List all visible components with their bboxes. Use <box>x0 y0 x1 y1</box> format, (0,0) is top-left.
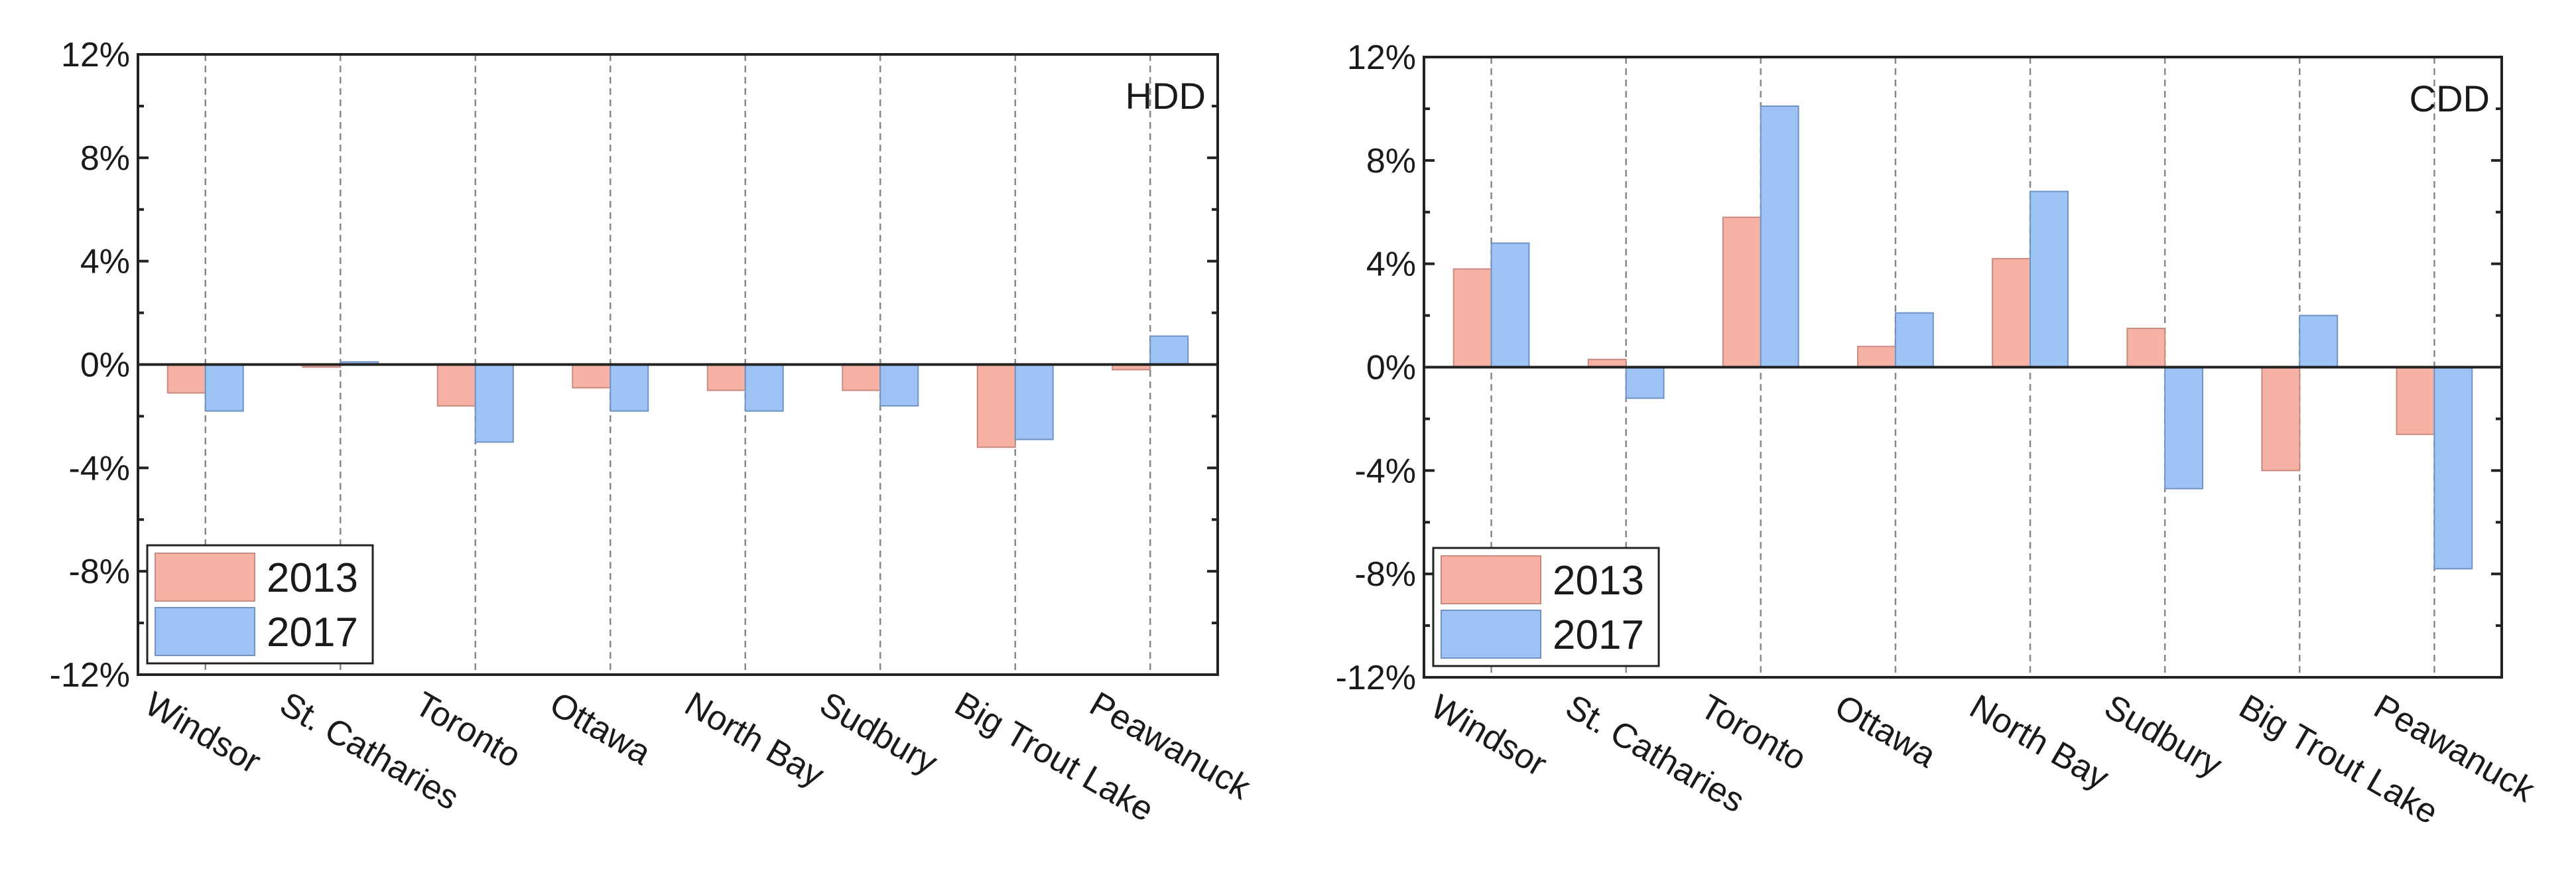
bar-2017-2 <box>474 364 514 443</box>
bar-2013-6 <box>976 364 1016 448</box>
bar-2017-6 <box>1014 364 1054 440</box>
legend: 2013 2017 <box>1432 547 1660 667</box>
y-tick-label: 8% <box>80 139 130 178</box>
bar-2017-3 <box>610 364 649 412</box>
x-tick-label: Sudbury <box>2098 687 2228 785</box>
hdd-chart-panel: -12%-8%-4%0%4%8%12%Windsor St. CathariesT… <box>50 36 1257 829</box>
bar-2013-4 <box>706 364 746 391</box>
x-tick-label: Windsor <box>139 685 267 781</box>
bar-2017-0 <box>1490 242 1530 368</box>
bar-2017-4 <box>2029 190 2069 368</box>
x-tick-label: Sudbury <box>813 685 944 782</box>
legend-label: 2017 <box>1553 612 1644 658</box>
y-tick-label: -4% <box>69 449 130 488</box>
bar-2017-5 <box>2164 366 2204 490</box>
y-tick-label: 0% <box>80 346 130 385</box>
y-tick-label: 12% <box>61 36 130 74</box>
y-tick-label: -12% <box>50 656 130 695</box>
y-tick-label: 12% <box>1347 38 1416 77</box>
x-tick-label: Ottawa <box>543 685 657 773</box>
bar-2013-2 <box>436 364 476 407</box>
panel-label: CDD <box>2410 78 2490 119</box>
y-tick-label: 0% <box>1366 349 1416 387</box>
bar-2013-4 <box>1992 257 2031 368</box>
bar-2013-0 <box>1452 268 1492 368</box>
bar-2017-4 <box>744 364 784 412</box>
bar-2017-7 <box>1149 335 1189 366</box>
legend-swatch-2017 <box>1441 610 1541 659</box>
bar-2017-1 <box>1625 366 1665 399</box>
x-tick-label: Ottawa <box>1829 687 1943 775</box>
bar-2013-2 <box>1722 216 1762 368</box>
panel-label: HDD <box>1126 75 1206 117</box>
y-tick-label: -8% <box>69 553 130 591</box>
y-tick-label: 8% <box>1366 142 1416 180</box>
bar-2013-3 <box>572 364 612 389</box>
bar-2017-7 <box>2433 366 2473 570</box>
bar-2017-2 <box>1760 105 1799 368</box>
bar-2013-0 <box>166 364 206 394</box>
bar-2017-3 <box>1894 312 1934 368</box>
bar-2017-5 <box>879 364 919 407</box>
y-tick-label: -4% <box>1355 452 1416 490</box>
bar-2017-6 <box>2299 314 2339 368</box>
cdd-chart-panel: -12%-8%-4%0%4%8%12%Windsor St. CathariesT… <box>1336 38 2542 832</box>
bar-2017-0 <box>204 364 244 412</box>
x-tick-label: North Bay <box>1963 687 2115 797</box>
x-tick-label: Windsor <box>1425 687 1553 784</box>
legend: 2013 2017 <box>146 544 374 665</box>
y-tick-label: 4% <box>1366 245 1416 284</box>
x-tick-label: North Bay <box>678 685 830 795</box>
legend-swatch-2013 <box>155 553 255 602</box>
bar-2013-7 <box>2396 366 2435 435</box>
bar-2013-5 <box>842 364 881 391</box>
bar-2013-6 <box>2261 366 2301 472</box>
bar-2013-5 <box>2126 328 2166 368</box>
y-tick-label: -12% <box>1336 659 1416 697</box>
y-tick-label: -8% <box>1355 555 1416 594</box>
legend-label: 2017 <box>267 610 358 655</box>
y-tick-label: 4% <box>80 243 130 281</box>
legend-swatch-2013 <box>1441 555 1541 604</box>
bar-2013-3 <box>1857 346 1896 368</box>
legend-label: 2013 <box>1553 558 1644 604</box>
legend-swatch-2017 <box>155 607 255 656</box>
legend-label: 2013 <box>267 555 358 601</box>
